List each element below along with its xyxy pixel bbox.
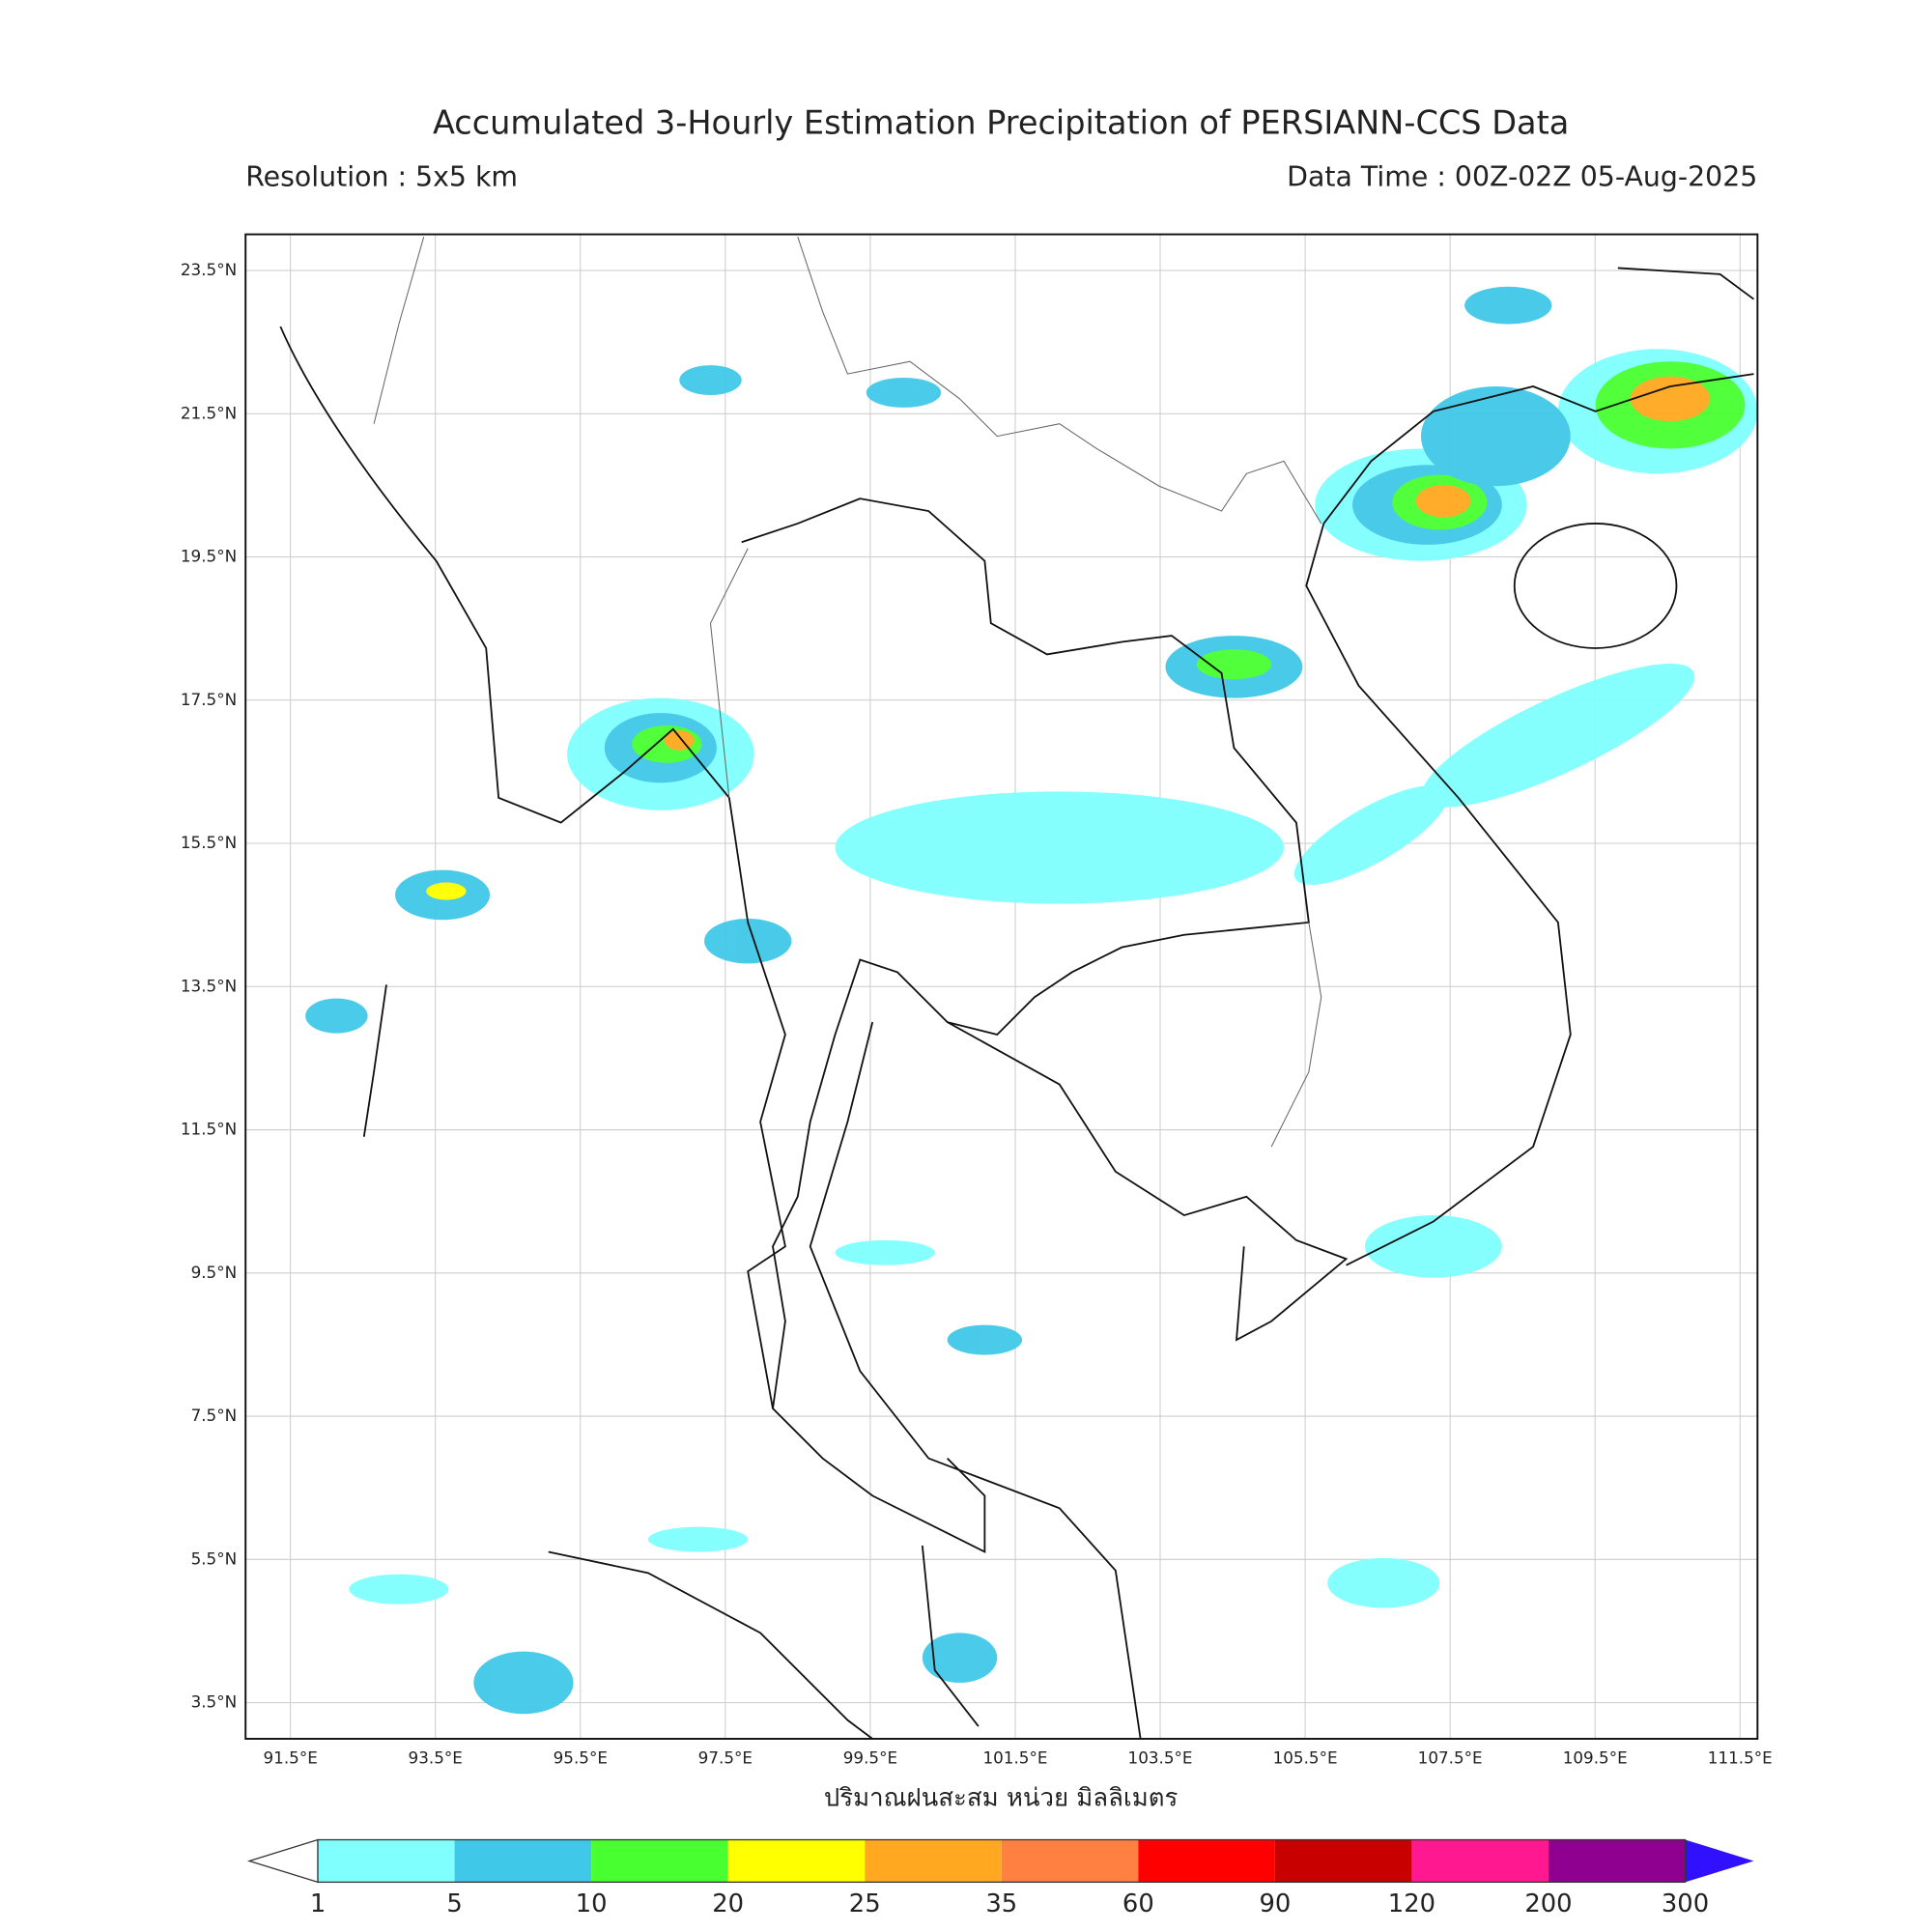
colorbar-label: 300	[1662, 1889, 1709, 1918]
lat-label: 9.5°N	[191, 1263, 238, 1282]
subtitle-right: Data Time : 00Z-02Z 05-Aug-2025	[1287, 161, 1757, 193]
lat-label: 3.5°N	[191, 1692, 238, 1712]
colorbar-label: 20	[712, 1889, 744, 1918]
lat-label: 19.5°N	[181, 547, 237, 566]
lon-label: 91.5°E	[263, 1748, 317, 1768]
colorbar-segment	[1411, 1839, 1548, 1883]
lon-label: 109.5°E	[1563, 1748, 1628, 1768]
lon-label: 95.5°E	[554, 1748, 608, 1768]
colorbar-label: 200	[1524, 1889, 1572, 1918]
colorbar-segment	[454, 1839, 592, 1883]
colorbar-outline	[317, 1838, 1687, 1884]
colorbar-label: 35	[985, 1889, 1017, 1918]
lat-label: 17.5°N	[181, 690, 237, 709]
lat-label: 15.5°N	[181, 833, 237, 852]
colorbar-label: 5	[446, 1889, 462, 1918]
axis-label: ปริมาณฝนสะสม หน่วย มิลลิเมตร	[824, 1783, 1179, 1812]
colorbar-segment	[1001, 1839, 1139, 1883]
coastline	[279, 326, 786, 1409]
lon-label: 103.5°E	[1128, 1748, 1193, 1768]
coastline	[947, 1021, 1349, 1342]
map-frame	[244, 233, 1759, 1740]
lon-label: 105.5°E	[1273, 1748, 1338, 1768]
colorbar-over	[1685, 1839, 1754, 1883]
colorbar-label: 1	[310, 1889, 326, 1918]
subtitle-left: Resolution : 5x5 km	[245, 161, 518, 193]
coastline	[1305, 523, 1572, 1266]
coastline	[809, 1021, 1142, 1740]
colorbar-segment	[727, 1839, 866, 1883]
lat-label: 5.5°N	[191, 1548, 238, 1568]
map	[279, 236, 1758, 1740]
lat-label: 11.5°N	[181, 1120, 237, 1139]
title: Accumulated 3-Hourly Estimation Precipit…	[433, 104, 1569, 142]
lon-label: 93.5°E	[409, 1748, 463, 1768]
colorbar-label: 25	[849, 1889, 881, 1918]
colorbar-label: 120	[1388, 1889, 1435, 1918]
colorbar-segment	[865, 1839, 1002, 1883]
lat-label: 21.5°N	[181, 403, 237, 422]
lat-label: 23.5°N	[181, 260, 237, 279]
colorbar-segment	[318, 1839, 455, 1883]
colorbar-segment	[1274, 1839, 1412, 1883]
lon-label: 111.5°E	[1708, 1748, 1773, 1768]
lon-label: 101.5°E	[982, 1748, 1047, 1768]
coastline	[362, 984, 387, 1137]
lon-label: 99.5°E	[843, 1748, 897, 1768]
lon-label: 107.5°E	[1418, 1748, 1483, 1768]
colorbar-under	[246, 1838, 319, 1884]
colorbar-segment	[1138, 1839, 1275, 1883]
lat-label: 13.5°N	[181, 976, 237, 995]
colorbar-segment	[591, 1839, 728, 1883]
lat-label: 7.5°N	[191, 1406, 238, 1425]
country-border	[373, 236, 1322, 1148]
colorbar-label: 10	[576, 1889, 608, 1918]
thailand-border	[741, 497, 1310, 1553]
colorbar-segment	[1548, 1839, 1686, 1883]
coastline	[1617, 267, 1755, 300]
colorbar-label: 90	[1259, 1889, 1291, 1918]
coastline	[548, 1550, 873, 1740]
rain	[305, 286, 1758, 1715]
island	[1513, 523, 1678, 649]
coastline	[921, 1545, 980, 1727]
lon-label: 97.5°E	[698, 1748, 753, 1768]
coastline	[1322, 373, 1754, 525]
colorbar-label: 60	[1122, 1889, 1154, 1918]
colorbar: 1 5 10 20 25 35 60 90 120 200 300	[246, 1838, 1754, 1918]
